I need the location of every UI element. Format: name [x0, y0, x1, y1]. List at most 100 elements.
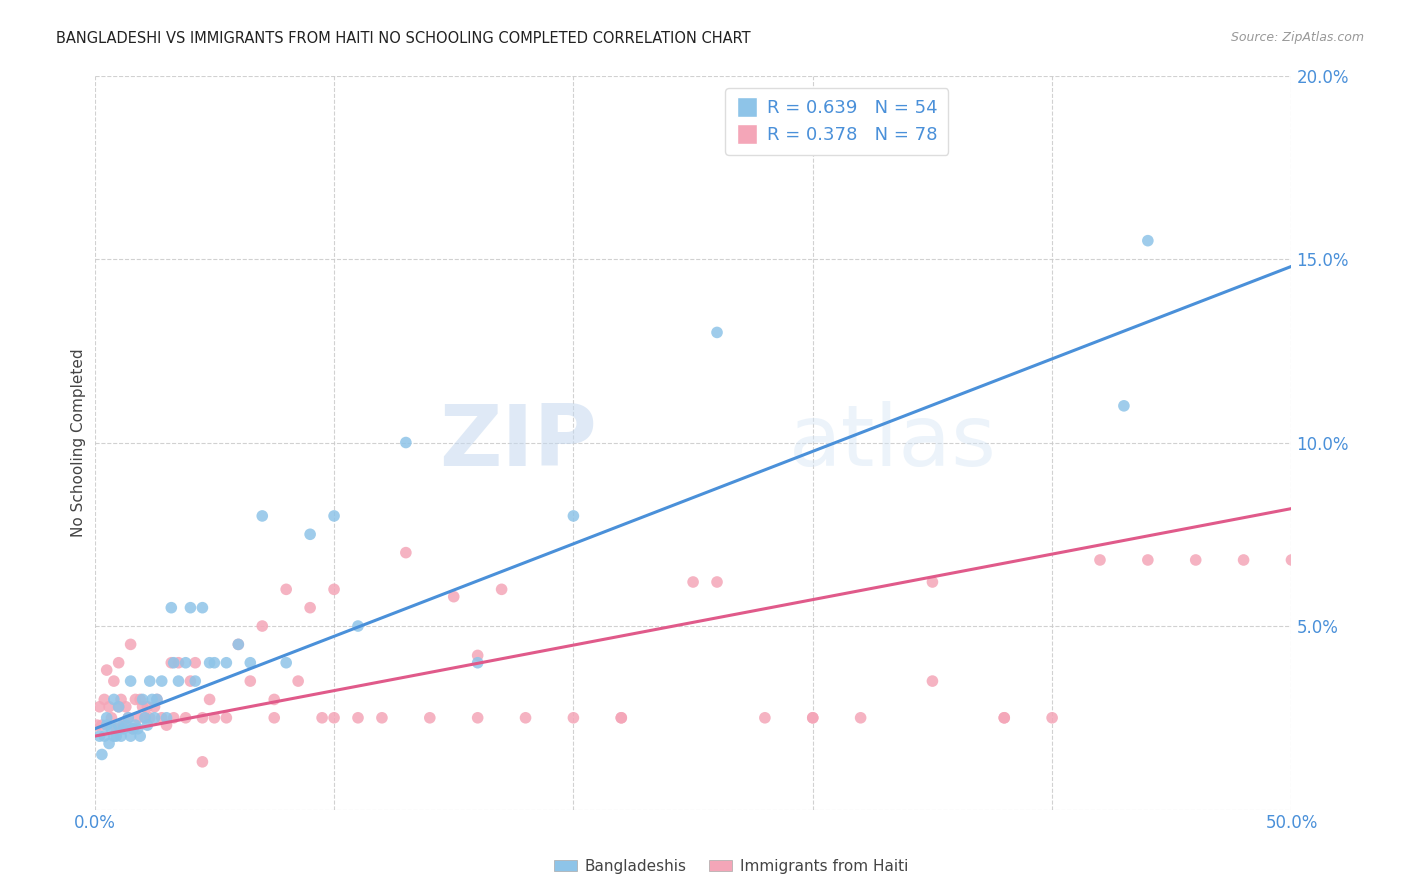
- Point: [1232, 553, 1254, 567]
- Point: [98, 699, 121, 714]
- Point: [682, 574, 704, 589]
- Point: [263, 711, 285, 725]
- Point: [993, 711, 1015, 725]
- Point: [1184, 553, 1206, 567]
- Point: [93, 692, 115, 706]
- Point: [993, 711, 1015, 725]
- Point: [114, 699, 136, 714]
- Point: [276, 656, 298, 670]
- Point: [610, 711, 633, 725]
- Point: [167, 674, 190, 689]
- Point: [347, 619, 370, 633]
- Text: BANGLADESHI VS IMMIGRANTS FROM HAITI NO SCHOOLING COMPLETED CORRELATION CHART: BANGLADESHI VS IMMIGRANTS FROM HAITI NO …: [56, 31, 751, 46]
- Point: [443, 590, 465, 604]
- Point: [107, 699, 129, 714]
- Point: [371, 711, 394, 725]
- Point: [167, 656, 190, 670]
- Point: [215, 711, 238, 725]
- Point: [129, 692, 152, 706]
- Point: [114, 718, 136, 732]
- Point: [122, 722, 145, 736]
- Point: [124, 718, 146, 732]
- Point: [198, 656, 221, 670]
- Point: [921, 574, 943, 589]
- Point: [263, 692, 285, 706]
- Point: [107, 656, 129, 670]
- Y-axis label: No Schooling Completed: No Schooling Completed: [72, 348, 86, 537]
- Point: [515, 711, 537, 725]
- Point: [299, 600, 322, 615]
- Point: [276, 582, 298, 597]
- Point: [141, 692, 163, 706]
- Point: [202, 656, 225, 670]
- Point: [1136, 553, 1159, 567]
- Point: [562, 508, 585, 523]
- Point: [107, 699, 129, 714]
- Point: [136, 699, 159, 714]
- Point: [191, 711, 214, 725]
- Point: [143, 699, 166, 714]
- Point: [139, 674, 162, 689]
- Point: [228, 637, 250, 651]
- Point: [1112, 399, 1135, 413]
- Point: [179, 600, 201, 615]
- Point: [191, 600, 214, 615]
- Point: [90, 718, 112, 732]
- Point: [143, 711, 166, 725]
- Point: [467, 711, 489, 725]
- Point: [139, 711, 162, 725]
- Point: [110, 729, 132, 743]
- Point: [100, 722, 122, 736]
- Point: [174, 711, 197, 725]
- Point: [131, 699, 153, 714]
- Point: [491, 582, 513, 597]
- Point: [100, 711, 122, 725]
- Point: [1136, 234, 1159, 248]
- Point: [96, 711, 118, 725]
- Point: [93, 729, 115, 743]
- Point: [323, 582, 346, 597]
- Point: [89, 729, 111, 743]
- Point: [801, 711, 824, 725]
- Point: [323, 711, 346, 725]
- Point: [160, 656, 183, 670]
- Point: [239, 674, 262, 689]
- Point: [107, 718, 129, 732]
- Text: atlas: atlas: [789, 401, 997, 484]
- Point: [105, 729, 128, 743]
- Point: [98, 736, 121, 750]
- Point: [103, 729, 125, 743]
- Point: [124, 692, 146, 706]
- Point: [146, 692, 169, 706]
- Point: [849, 711, 872, 725]
- Point: [117, 711, 139, 725]
- Point: [136, 718, 159, 732]
- Point: [129, 729, 152, 743]
- Point: [562, 711, 585, 725]
- Point: [174, 656, 197, 670]
- Point: [801, 711, 824, 725]
- Point: [146, 692, 169, 706]
- Point: [299, 527, 322, 541]
- Point: [228, 637, 250, 651]
- Point: [112, 722, 135, 736]
- Point: [921, 674, 943, 689]
- Point: [89, 699, 111, 714]
- Point: [191, 755, 214, 769]
- Point: [131, 692, 153, 706]
- Point: [1088, 553, 1111, 567]
- Point: [347, 711, 370, 725]
- Point: [467, 648, 489, 663]
- Point: [120, 729, 142, 743]
- Legend: R = 0.639   N = 54, R = 0.378   N = 78: R = 0.639 N = 54, R = 0.378 N = 78: [725, 88, 948, 155]
- Text: Source: ZipAtlas.com: Source: ZipAtlas.com: [1230, 31, 1364, 45]
- Point: [198, 692, 221, 706]
- Point: [419, 711, 441, 725]
- Point: [252, 508, 274, 523]
- Point: [150, 711, 173, 725]
- Point: [706, 326, 728, 340]
- Point: [239, 656, 262, 670]
- Point: [1040, 711, 1063, 725]
- Point: [252, 619, 274, 633]
- Point: [163, 656, 186, 670]
